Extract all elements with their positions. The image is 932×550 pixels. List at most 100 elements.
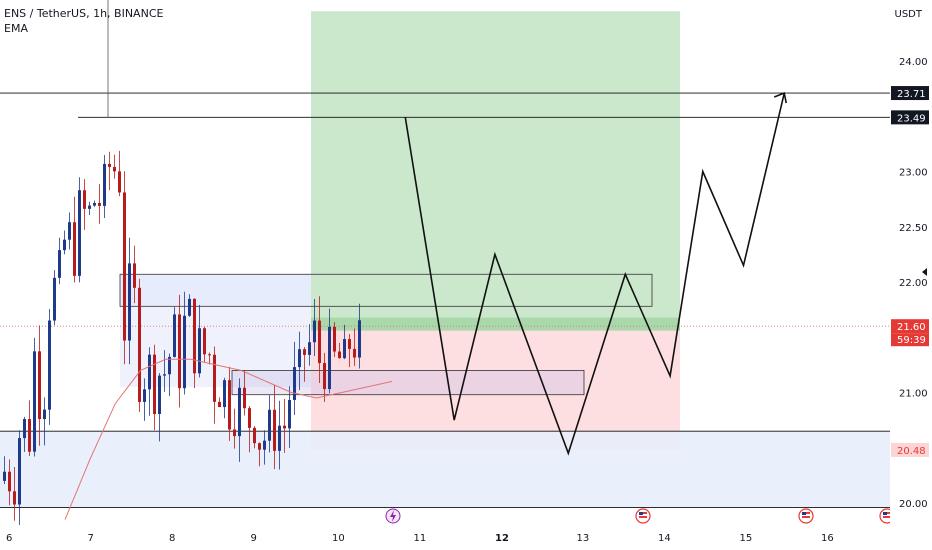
- flag-canton: [883, 512, 887, 515]
- candle-body: [268, 409, 271, 441]
- candle-body: [133, 263, 136, 288]
- time-axis[interactable]: 6 7 8 9 10 11 12 13 14 15 16: [0, 525, 932, 550]
- zone-layer: [0, 11, 890, 508]
- candle-body: [108, 163, 111, 167]
- price-tick-label: 20.00: [899, 499, 928, 510]
- candle-body: [48, 320, 51, 410]
- currency-label: USDT: [894, 9, 922, 20]
- price-label-value: 23.71: [897, 89, 926, 100]
- candle-body: [128, 263, 131, 341]
- candle-body: [253, 427, 256, 444]
- price-label-value: 21.60: [897, 322, 926, 333]
- candle-body: [313, 320, 316, 343]
- price-label-value: 23.49: [897, 113, 926, 124]
- candle-body: [173, 314, 176, 357]
- candle-body: [63, 239, 66, 251]
- candle-body: [123, 192, 126, 341]
- horizontal-line-layer: [0, 0, 890, 508]
- candle-body: [23, 418, 26, 439]
- candle-body: [98, 202, 101, 206]
- candle-body: [58, 250, 61, 278]
- flag-event-icon[interactable]: [798, 508, 814, 524]
- time-tick-label: 11: [414, 533, 427, 544]
- candle-body: [243, 387, 246, 409]
- stop-zone: [311, 330, 680, 450]
- lightning-event-icon[interactable]: [385, 508, 401, 524]
- flag-stripe: [639, 516, 647, 518]
- candle-body: [13, 491, 16, 505]
- candle-body: [203, 328, 206, 355]
- candle-body: [18, 438, 21, 505]
- price-tick-label: 21.00: [899, 389, 928, 400]
- candle-body: [153, 354, 156, 414]
- candle-body: [343, 339, 346, 359]
- candle-body: [273, 409, 276, 451]
- demand-zone: [0, 431, 890, 508]
- candle-body: [258, 443, 261, 450]
- flag-canton: [639, 512, 643, 515]
- candle-body: [158, 375, 161, 414]
- candle-body: [138, 287, 141, 402]
- upper-box: [119, 273, 653, 307]
- candle-body: [333, 326, 336, 352]
- candle-body: [93, 202, 96, 206]
- candle-body: [163, 374, 166, 376]
- candle-body: [28, 418, 31, 452]
- price-label-bg: [891, 110, 929, 125]
- price-label-value: 20.48: [897, 446, 926, 457]
- candle-body: [43, 409, 46, 420]
- symbol-title: ENS / TetherUS, 1h, BINANCE: [4, 7, 164, 20]
- flag-canton: [802, 512, 806, 515]
- projection-arrowhead: [773, 91, 788, 104]
- price-tick-label: 22.00: [899, 278, 928, 289]
- candle-body: [358, 320, 361, 358]
- candle-body: [148, 354, 151, 390]
- candle-body: [193, 298, 196, 374]
- candle-body: [78, 190, 81, 276]
- candle-body: [103, 163, 106, 206]
- flag-stripe: [883, 516, 891, 518]
- candle-body: [323, 363, 326, 390]
- candle-body: [353, 348, 356, 358]
- price-tick-label: 23.00: [899, 168, 928, 179]
- candle-body: [198, 328, 201, 374]
- price-label-bg: [891, 442, 929, 457]
- candle-body: [328, 326, 331, 390]
- flag-event-icon[interactable]: [635, 508, 651, 524]
- lightning-glyph: [390, 510, 396, 522]
- candle-body: [113, 166, 116, 172]
- scale-handle-icon: [922, 268, 927, 276]
- candle-body: [303, 349, 306, 355]
- candle-body: [188, 298, 191, 316]
- candle-body: [183, 315, 186, 389]
- supply-zone-fill: [120, 274, 311, 307]
- middle-box: [231, 369, 585, 396]
- price-axis[interactable]: 20.0020.5021.0021.4922.0022.5023.0023.49…: [890, 0, 932, 525]
- entry-band: [311, 317, 680, 331]
- time-tick-label: 8: [169, 533, 175, 544]
- candle-body: [53, 277, 56, 321]
- candle-body: [68, 222, 71, 240]
- candle-body: [33, 351, 36, 452]
- time-tick-label: 16: [821, 533, 834, 544]
- candle-body: [143, 389, 146, 402]
- candle-body: [283, 425, 286, 429]
- candle-layer: [3, 150, 361, 527]
- price-label-bg: [891, 86, 929, 101]
- target-zone: [311, 11, 680, 331]
- countdown-label: 59:39: [897, 335, 926, 346]
- indicator-label[interactable]: EMA: [4, 22, 28, 35]
- price-tick-label: 24.00: [899, 57, 928, 68]
- candle-body: [88, 205, 91, 209]
- countdown-bg: [891, 333, 929, 347]
- price-label-bg: [891, 319, 929, 334]
- time-tick-label: 15: [740, 533, 753, 544]
- time-tick-label: 9: [251, 533, 257, 544]
- candle-body: [293, 367, 296, 400]
- candle-body: [223, 380, 226, 408]
- candle-body: [348, 339, 351, 349]
- candle-body: [248, 408, 251, 428]
- candle-body: [8, 471, 11, 492]
- candle-body: [318, 320, 321, 364]
